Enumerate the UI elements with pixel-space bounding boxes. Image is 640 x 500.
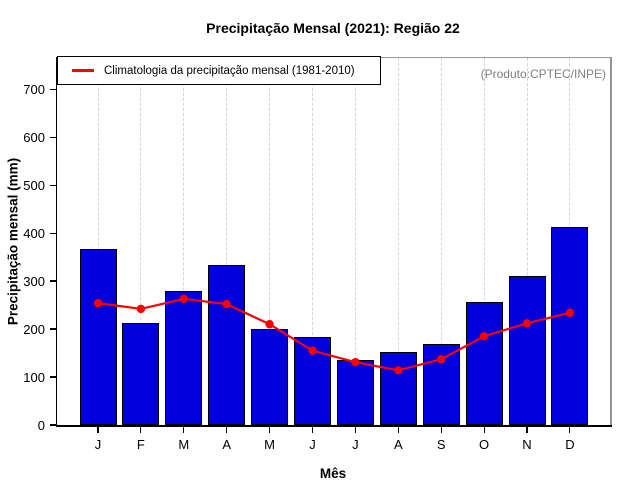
gridline-2: [140, 58, 142, 425]
legend-label: Climatologia da precipitação mensal (198…: [104, 64, 355, 77]
x-tick-6: [311, 426, 314, 433]
bar-month-3-m: [165, 290, 203, 425]
x-tick-label-12-d: D: [565, 437, 575, 452]
gridline-8: [397, 58, 399, 425]
gridline-9: [440, 58, 442, 425]
y-tick-500: [49, 184, 56, 186]
y-tick-300: [49, 280, 56, 282]
gridline-10: [483, 58, 485, 425]
chart-title: Precipitação Mensal (2021): Região 22: [206, 20, 460, 36]
x-tick-label-3-m: M: [178, 437, 190, 452]
gridline-3: [183, 58, 185, 425]
produto-annotation: (Produto:CPTEC/INPE): [480, 67, 606, 81]
x-tick-label-6-j: J: [309, 437, 316, 452]
x-tick-label-9-s: S: [436, 437, 446, 452]
x-axis-title: Mês: [319, 466, 347, 481]
bar-month-11-n: [508, 276, 546, 425]
x-tick-label-7-j: J: [352, 437, 359, 452]
x-tick-9: [440, 426, 442, 433]
plot-box-right: [610, 56, 612, 425]
y-tick-label-0: 0: [37, 417, 45, 433]
y-tick-label-500: 500: [23, 177, 45, 193]
y-tick-label-300: 300: [23, 273, 45, 289]
bar-month-1-j: [79, 248, 117, 425]
legend: Climatologia da precipitação mensal (198…: [57, 56, 381, 85]
bar-month-5-m: [251, 329, 289, 425]
x-tick-label-10-o: O: [479, 437, 490, 452]
gridline-7: [354, 58, 356, 425]
bar-month-9-s: [422, 343, 460, 425]
y-tick-200: [49, 328, 56, 330]
x-tick-2: [140, 426, 142, 433]
x-tick-8: [397, 426, 399, 433]
bar-month-4-a: [208, 265, 246, 425]
x-tick-label-11-n: N: [522, 437, 532, 452]
x-tick-11: [526, 426, 528, 433]
y-tick-label-100: 100: [23, 369, 45, 385]
x-tick-10: [483, 426, 485, 433]
bar-month-10-o: [465, 302, 503, 425]
bar-month-12-d: [551, 227, 589, 425]
x-tick-12: [569, 426, 571, 433]
legend-line-sample: [72, 69, 94, 72]
y-axis-line: [55, 57, 57, 425]
gridline-1: [97, 58, 99, 425]
y-tick-700: [49, 88, 56, 90]
gridline-4: [226, 58, 228, 425]
y-tick-label-400: 400: [23, 225, 45, 241]
bar-month-2-f: [122, 323, 160, 425]
x-axis-line: [55, 425, 612, 427]
y-tick-label-700: 700: [23, 81, 45, 97]
y-tick-600: [49, 136, 56, 138]
x-tick-4: [226, 426, 228, 433]
y-tick-label-600: 600: [23, 129, 45, 145]
y-tick-0: [49, 424, 56, 426]
plot-area: [57, 58, 610, 425]
x-tick-1: [97, 426, 99, 433]
x-tick-label-5-m: M: [264, 437, 276, 452]
bar-month-6-j: [294, 336, 331, 425]
gridline-6: [312, 58, 313, 425]
x-tick-7: [354, 426, 356, 433]
bar-month-7-j: [336, 360, 374, 425]
x-tick-label-8-a: A: [393, 437, 403, 452]
y-tick-label-200: 200: [23, 321, 45, 337]
y-tick-400: [49, 232, 56, 234]
bar-month-8-a: [379, 352, 417, 425]
x-tick-5: [269, 426, 271, 433]
gridline-11: [526, 58, 528, 425]
x-tick-label-4-a: A: [222, 437, 232, 452]
y-tick-100: [49, 376, 56, 378]
gridline-5: [269, 58, 271, 425]
x-tick-3: [183, 426, 185, 433]
x-tick-label-2-f: F: [136, 437, 145, 452]
x-tick-label-1-j: J: [94, 437, 102, 452]
